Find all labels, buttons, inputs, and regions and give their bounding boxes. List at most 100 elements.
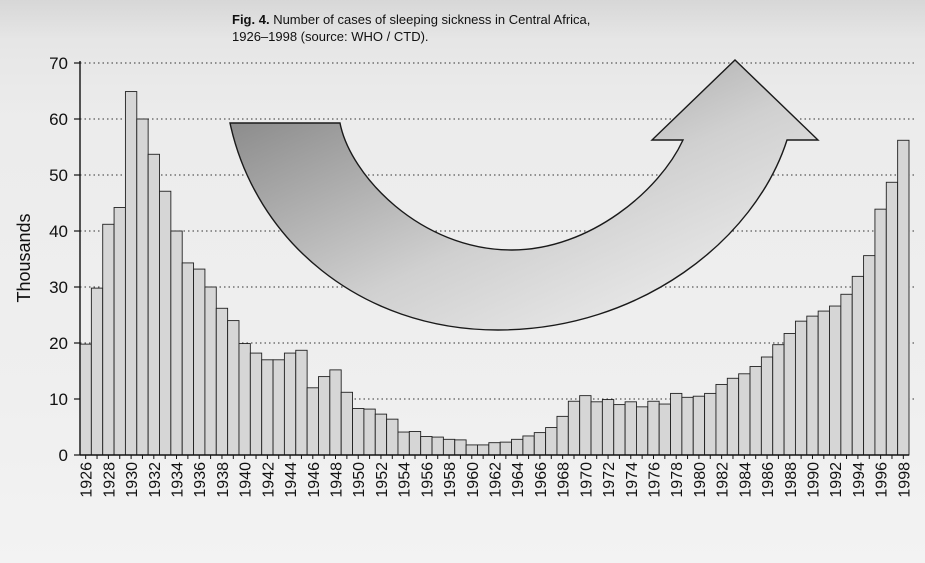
bar-1964 (511, 438, 524, 456)
x-tick-label: 1958 (442, 462, 459, 498)
x-tick-label: 1938 (215, 462, 232, 498)
bar-1984 (738, 373, 751, 456)
x-tick-label: 1988 (783, 462, 800, 498)
bar-1963 (499, 441, 512, 456)
bar-1967 (545, 427, 558, 456)
x-tick-label: 1972 (601, 462, 618, 498)
y-tick-label: 40 (49, 222, 68, 241)
x-tick-label: 1948 (329, 462, 346, 498)
x-tick-label: 1946 (306, 462, 323, 498)
x-tick-label: 1960 (465, 462, 482, 498)
y-axis-ticks: 0 10 20 30 40 50 60 70 (49, 54, 80, 465)
y-tick-label: 60 (49, 110, 68, 129)
x-tick-label: 1998 (896, 462, 913, 498)
bar-1929 (113, 207, 126, 456)
x-tick-label: 1952 (374, 462, 391, 498)
x-tick-label: 1970 (578, 462, 595, 498)
bar-1938 (215, 307, 229, 456)
x-tick-label: 1962 (488, 462, 505, 498)
x-axis-ticks: 1926 1928 1930 1932 1934 1936 1938 1940 1942 1944… (79, 455, 913, 498)
bar-1954 (397, 431, 410, 456)
bar-1997 (885, 181, 899, 456)
x-tick-label: 1936 (192, 462, 209, 498)
y-tick-label: 10 (49, 390, 68, 409)
bar-1943 (272, 359, 285, 456)
x-tick-label: 1968 (556, 462, 573, 498)
bar-1926 (79, 343, 92, 456)
x-tick-label: 1978 (669, 462, 686, 498)
x-tick-label: 1928 (101, 462, 118, 498)
bar-1931 (136, 118, 149, 456)
x-tick-label: 1980 (692, 462, 709, 498)
bar-1995 (863, 255, 876, 456)
bar-1993 (840, 293, 853, 456)
bar-1988 (783, 333, 796, 456)
bar-1932 (147, 153, 160, 456)
bar-1937 (204, 286, 217, 456)
bar-1956 (420, 436, 433, 456)
x-tick-label: 1982 (715, 462, 732, 498)
bar-1934 (170, 230, 183, 456)
bar-1972 (601, 399, 615, 456)
bars (79, 91, 910, 456)
bar-1944 (283, 352, 297, 456)
bar-1971 (590, 401, 603, 456)
figure-caption: Fig. 4. Number of cases of sleeping sick… (232, 11, 612, 45)
x-tick-label: 1930 (124, 462, 141, 498)
bar-1927 (90, 287, 104, 456)
bar-1989 (794, 320, 808, 456)
x-tick-label: 1992 (828, 462, 845, 498)
bar-1990 (806, 315, 819, 456)
x-tick-label: 1934 (170, 462, 187, 498)
u-turn-arrow-icon (229, 59, 820, 331)
y-tick-label: 50 (49, 166, 68, 185)
bar-1952 (374, 413, 388, 456)
x-tick-label: 1956 (419, 462, 436, 498)
bar-1968 (556, 415, 569, 456)
bar-1935 (181, 262, 195, 456)
x-tick-label: 1990 (805, 462, 822, 498)
bar-1962 (488, 442, 501, 456)
x-tick-label: 1966 (533, 462, 550, 498)
bar-1955 (408, 431, 422, 456)
bar-1982 (715, 383, 728, 456)
bar-1942 (261, 359, 274, 456)
bar-1998 (897, 139, 910, 456)
bar-1973 (613, 404, 626, 456)
bar-1975 (636, 406, 649, 456)
x-tick-label: 1994 (851, 462, 868, 498)
bar-1983 (726, 377, 740, 456)
figure-caption-text: Number of cases of sleeping sickness in … (232, 12, 591, 44)
bar-1959 (454, 439, 467, 456)
y-tick-label: 70 (49, 54, 68, 73)
y-tick-label: 30 (49, 278, 68, 297)
x-tick-label: 1944 (283, 462, 300, 498)
bar-1945 (295, 349, 308, 456)
x-tick-label: 1942 (260, 462, 277, 498)
bar-1936 (193, 268, 206, 456)
x-tick-label: 1940 (238, 462, 255, 498)
bar-1941 (249, 352, 263, 456)
bar-1980 (692, 395, 706, 456)
y-tick-label: 0 (59, 446, 68, 465)
bar-1933 (159, 190, 172, 456)
x-tick-label: 1986 (760, 462, 777, 498)
bar-1949 (340, 391, 353, 456)
x-tick-label: 1954 (397, 462, 414, 498)
x-tick-label: 1976 (646, 462, 663, 498)
bar-1948 (329, 369, 342, 456)
bar-1928 (102, 223, 115, 456)
y-tick-label: 20 (49, 334, 68, 353)
x-tick-label: 1950 (351, 462, 368, 498)
bar-1969 (567, 400, 581, 456)
bar-1981 (704, 392, 717, 456)
x-tick-label: 1974 (624, 462, 641, 498)
bar-1986 (760, 356, 774, 456)
bar-1957 (431, 436, 444, 456)
bar-1951 (363, 408, 376, 456)
bar-1978 (670, 392, 683, 456)
y-axis-label: Thousands (14, 213, 34, 302)
bar-1960 (465, 444, 478, 456)
bar-1985 (749, 366, 762, 456)
